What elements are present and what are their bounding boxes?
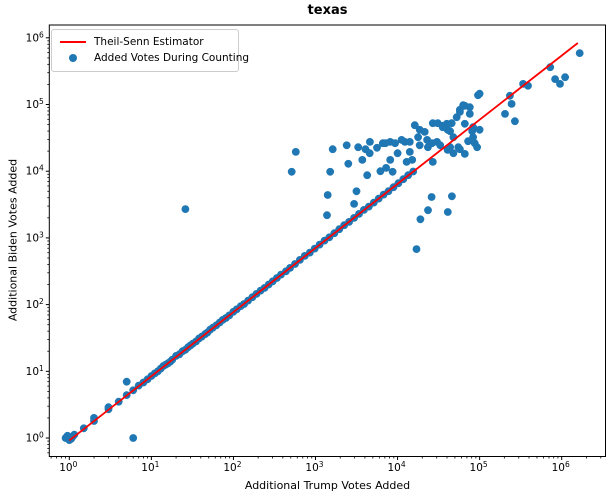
legend-label: Theil-Senn Estimator [94, 36, 204, 48]
data-point [408, 156, 417, 164]
data-point [448, 192, 456, 201]
axis-ticks [45, 37, 602, 460]
data-point [556, 80, 564, 88]
tick-label: 105 [470, 460, 488, 474]
data-point [446, 127, 454, 136]
tick-label: 102 [223, 460, 241, 474]
data-point [363, 171, 372, 180]
legend-item-estimator: Theil-Senn Estimator [60, 34, 230, 50]
tick-label: 104 [26, 164, 44, 178]
data-point [122, 377, 131, 386]
data-point [456, 108, 464, 116]
data-point [181, 205, 190, 214]
tick-label: 101 [141, 460, 159, 474]
tick-label: 105 [26, 97, 44, 111]
data-point [424, 143, 432, 152]
tick-label: 100 [59, 460, 77, 474]
tick-labels: 100 101 102 103 104 105 106 100 101 102 103 104 105 1… [26, 30, 570, 474]
data-point [287, 167, 296, 176]
data-point [428, 158, 437, 166]
data-point [342, 141, 351, 150]
blue-dot-swatch-icon [69, 54, 77, 62]
data-point [129, 434, 138, 442]
tick-label: 101 [26, 364, 44, 378]
data-point [382, 164, 390, 172]
data-point [475, 125, 484, 134]
data-point [393, 149, 402, 158]
tick-label: 102 [26, 297, 44, 311]
data-point [376, 167, 385, 176]
data-point [405, 138, 414, 146]
data-point [456, 145, 464, 154]
data-point [358, 156, 367, 164]
data-point [405, 148, 414, 156]
data-point [410, 121, 419, 130]
data-point [388, 167, 397, 176]
data-point [344, 159, 353, 168]
data-point [354, 143, 363, 152]
tick-label: 104 [387, 460, 405, 474]
data-point [323, 191, 332, 199]
data-point [475, 89, 484, 98]
data-point [460, 150, 469, 158]
data-point [350, 200, 358, 208]
data-point [438, 123, 447, 132]
tick-label: 106 [552, 460, 570, 474]
data-point [397, 136, 406, 144]
data-point [443, 208, 452, 216]
data-point [365, 149, 374, 158]
data-point [460, 119, 469, 128]
data-point [449, 149, 458, 158]
data-point [473, 143, 481, 152]
tick-label: 103 [305, 460, 323, 474]
data-point [468, 127, 477, 136]
data-point [575, 49, 584, 57]
data-point [464, 137, 472, 146]
data-point [511, 117, 519, 126]
data-point [415, 141, 424, 150]
data-point [373, 143, 381, 152]
tick-label: 103 [26, 230, 44, 244]
tick-label: 100 [26, 431, 44, 445]
data-point [416, 215, 425, 224]
x-axis-label: Additional Trump Votes Added [244, 479, 411, 492]
chart-title: texas [307, 3, 348, 18]
data-point [465, 103, 474, 112]
data-point [291, 148, 300, 156]
data-point [420, 127, 429, 136]
data-point [414, 133, 422, 142]
data-point [424, 206, 432, 215]
data-point [386, 156, 395, 164]
red-line-swatch-icon [60, 41, 86, 43]
data-point [551, 75, 559, 83]
data-point [381, 139, 390, 148]
data-point [391, 139, 399, 148]
data-point [366, 138, 374, 146]
tick-label: 106 [26, 30, 44, 44]
y-axis-label: Additional Biden Votes Added [6, 158, 20, 322]
data-point [561, 73, 569, 82]
data-point [507, 100, 516, 108]
data-point [501, 110, 509, 118]
data-point [352, 187, 361, 196]
data-point [328, 145, 337, 154]
data-point [436, 141, 445, 150]
data-point [465, 110, 474, 118]
legend-box: Theil-Senn Estimator Added Votes During … [51, 29, 249, 72]
data-point [427, 193, 436, 201]
legend-label: Added Votes During Counting [94, 52, 250, 64]
data-point [323, 211, 331, 220]
data-point [326, 167, 335, 176]
legend-item-added-votes: Added Votes During Counting [60, 50, 249, 66]
data-point [412, 245, 421, 254]
theil-sen-line [68, 42, 579, 442]
